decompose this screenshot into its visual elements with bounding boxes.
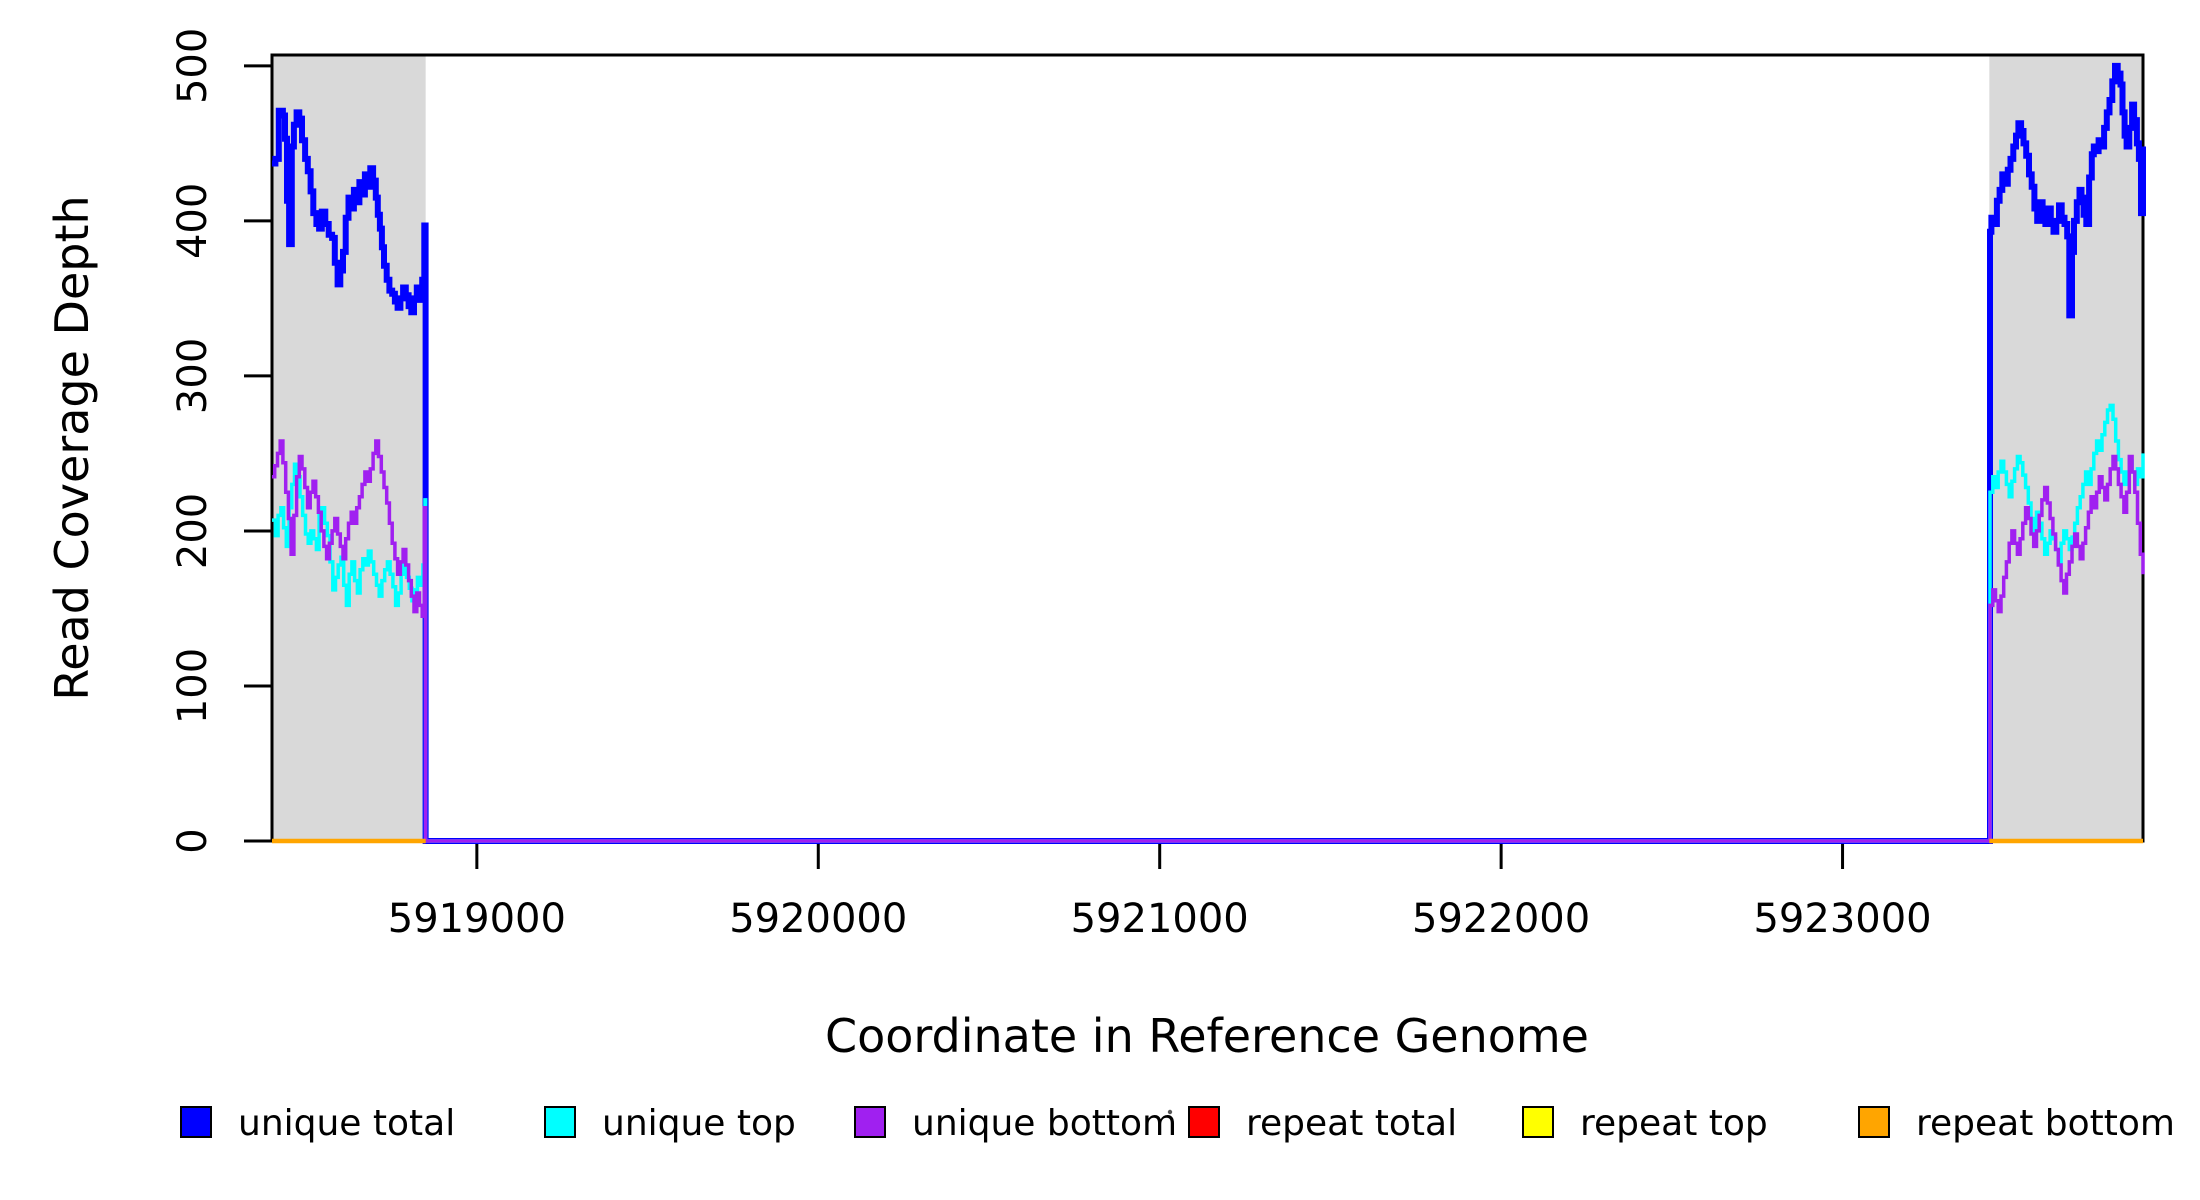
y-axis-title: Read Coverage Depth (45, 195, 99, 700)
legend-swatch-repeat-bottom (1858, 1106, 1890, 1138)
annotations (1167, 1109, 1173, 1115)
legend-label: repeat total (1246, 1103, 1457, 1144)
series-line-unique-bottom (272, 439, 2145, 843)
legend-swatch-unique-bottom (854, 1106, 886, 1138)
legend: unique total unique top unique bottom repea… (180, 1103, 2175, 1144)
legend-swatch-unique-top (544, 1106, 576, 1138)
stray-dot (1167, 1109, 1173, 1115)
series-lines (272, 62, 2146, 844)
y-tick-label: 300 (170, 338, 216, 414)
y-tick-label: 0 (170, 828, 216, 853)
x-tick-label: 5921000 (1071, 896, 1249, 942)
legend-label: repeat bottom (1916, 1103, 2175, 1144)
shaded-regions (272, 55, 2143, 841)
series-line-unique-top (272, 403, 2145, 843)
legend-item-unique-bottom: unique bottom (854, 1103, 1177, 1144)
plot-box (270, 53, 2145, 843)
legend-label: repeat top (1580, 1103, 1768, 1144)
legend-label: unique top (602, 1103, 796, 1144)
legend-label: unique total (238, 1103, 455, 1144)
legend-swatch-repeat-top (1522, 1106, 1554, 1138)
legend-item-repeat-bottom: repeat bottom (1858, 1103, 2175, 1144)
x-tick-label: 5922000 (1412, 896, 1590, 942)
y-tick-label: 200 (170, 493, 216, 569)
x-axis-title: Coordinate in Reference Genome (825, 1009, 1589, 1063)
x-tick-label: 5923000 (1753, 896, 1931, 942)
legend-item-repeat-total: repeat total (1188, 1103, 1457, 1144)
x-tick-label: 5919000 (388, 896, 566, 942)
legend-swatch-unique-total (180, 1106, 212, 1138)
series-line-unique-total (272, 62, 2146, 844)
legend-item-unique-total: unique total (180, 1103, 455, 1144)
y-tick-label: 500 (170, 28, 216, 104)
legend-label: unique bottom (912, 1103, 1177, 1144)
y-tick-label: 100 (170, 648, 216, 724)
plot-border (270, 53, 2145, 843)
legend-item-unique-top: unique top (544, 1103, 796, 1144)
x-tick-label: 5920000 (729, 896, 907, 942)
legend-swatch-repeat-total (1188, 1106, 1220, 1138)
axis-ticks: 0 100 200 300 400 500 5919000 5920000 5921000 592… (170, 28, 1932, 942)
shaded-band-left (272, 55, 426, 841)
legend-item-repeat-top: repeat top (1522, 1103, 1768, 1144)
y-tick-label: 400 (170, 183, 216, 259)
